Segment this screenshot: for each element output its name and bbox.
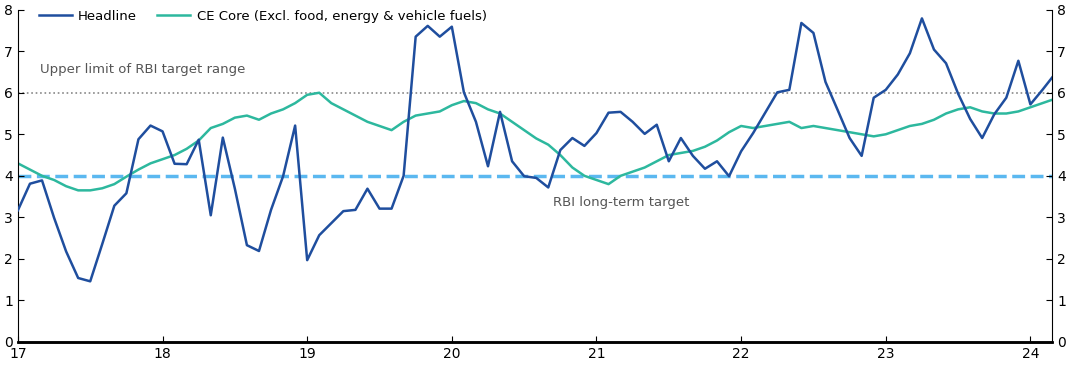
Headline <box>626 120 639 124</box>
CE Core (Excl. food, energy & vehicle fuels) <box>614 174 627 178</box>
Line: Headline: Headline <box>18 18 1070 281</box>
Headline <box>12 208 25 212</box>
Headline <box>916 16 929 20</box>
CE Core (Excl. food, energy & vehicle fuels) <box>651 159 663 164</box>
CE Core (Excl. food, energy & vehicle fuels) <box>12 161 25 166</box>
Line: CE Core (Excl. food, energy & vehicle fuels): CE Core (Excl. food, energy & vehicle fu… <box>18 74 1070 199</box>
Headline <box>409 34 422 39</box>
Text: Upper limit of RBI target range: Upper limit of RBI target range <box>40 64 245 76</box>
Text: RBI long-term target: RBI long-term target <box>553 196 689 209</box>
CE Core (Excl. food, energy & vehicle fuels) <box>939 111 952 116</box>
Legend: Headline, CE Core (Excl. food, energy & vehicle fuels): Headline, CE Core (Excl. food, energy & … <box>39 9 487 23</box>
Headline <box>83 279 96 284</box>
Headline <box>662 159 675 164</box>
Headline <box>964 117 977 121</box>
CE Core (Excl. food, energy & vehicle fuels) <box>397 120 410 124</box>
